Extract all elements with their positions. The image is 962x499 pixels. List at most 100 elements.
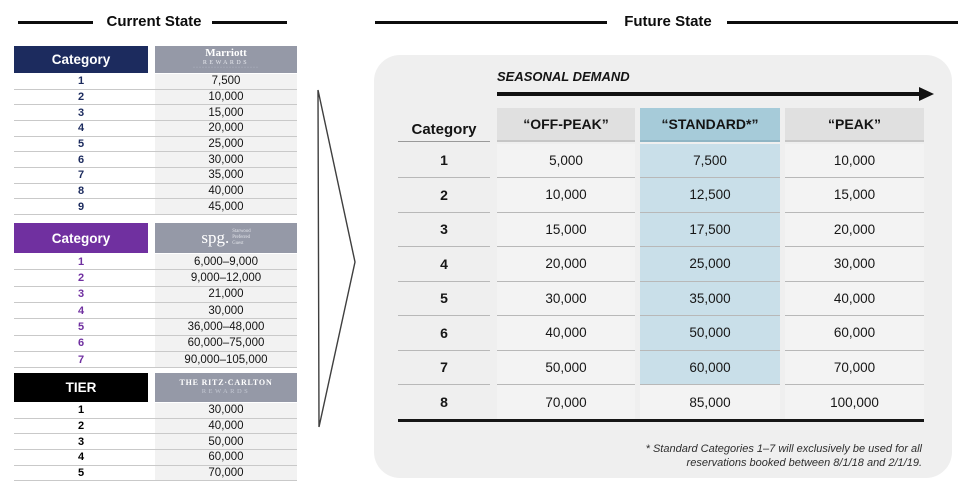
ritz-row-4: 4 60,000 [14,450,297,466]
future-row-6-peak: 60,000 [785,316,924,351]
spg-stack-line: Preferred [232,235,251,241]
ritz-row-5: 5 70,000 [14,466,297,482]
future-row-1-category: 1 [398,144,490,178]
spg-row-3: 3 21,000 [14,287,297,303]
marriott-row-2-points: 10,000 [208,90,244,103]
future-row-1-standard: 7,500 [640,143,780,178]
ritz-row-1: 1 30,000 [14,403,297,419]
ritz-row-1-points: 30,000 [208,404,244,417]
marriott-row-7-number: 7 [77,169,85,182]
future-row-7-standard: 60,000 [640,350,780,385]
marriott-row-5-number: 5 [77,138,85,150]
spg-row-6-points: 60,000–75,000 [187,337,265,350]
ritz-table: TIER THE RITZ·CARLTON REWARDS 1 30,000 2 40,00… [14,373,297,483]
footnote-line-1: * Standard Categories 1–7 will exclusive… [645,443,922,455]
spg-row-2-points: 9,000–12,000 [190,271,262,284]
future-row-6-standard: 50,000 [640,316,780,351]
ritz-row-5-points: 70,000 [208,467,244,479]
current-title-left-line [18,21,93,24]
spg-stack-text: Starwood Preferred Guest [232,229,250,246]
ritz-row-2-points: 40,000 [208,419,244,432]
marriott-rewards-logo: Marriott REWARDS ······················ [155,46,297,73]
future-row-1-off-peak: 5,000 [497,143,635,178]
marriott-row-2-number: 2 [77,90,85,103]
spg-starwood-preferred-guest-logo: spg. Starwood Preferred Guest [155,223,297,253]
marriott-row-1: 1 7,500 [14,74,297,90]
future-row-3-off-peak: 15,000 [497,212,635,247]
spg-row-7: 7 90,000–105,000 [14,352,297,369]
ritz-row-2: 2 40,000 [14,419,297,435]
marriott-dots-rule: ······················ [193,65,259,72]
marriott-row-5: 5 25,000 [14,137,297,153]
ritz-row-3: 3 50,000 [14,434,297,450]
future-row-7-off-peak: 50,000 [497,350,635,385]
marriott-row-6: 6 30,000 [14,152,297,168]
seasonal-demand-arrow [497,92,921,96]
marriott-row-9-points: 45,000 [208,200,244,213]
marriott-value-column-bg [155,74,297,216]
spg-value-column-bg [155,254,297,369]
marriott-row-1-number: 1 [77,75,85,88]
spg-row-2-number: 2 [77,271,85,284]
future-row-6-category: 6 [398,316,490,351]
marriott-row-3-number: 3 [77,106,85,119]
future-row-8-peak: 100,000 [785,385,924,420]
future-row-8-category: 8 [440,394,448,411]
marriott-row-7: 7 35,000 [14,168,297,184]
marriott-row-4-number: 4 [77,122,85,135]
future-row-2-off-peak: 10,000 [497,178,635,213]
marriott-row-4-points: 20,000 [208,122,244,135]
marriott-row-9: 9 45,000 [14,199,297,216]
spg-row-3-number: 3 [77,288,85,301]
marriott-row-8-number: 8 [77,185,85,198]
marriott-row-8: 8 40,000 [14,184,297,200]
ritz-carlton-wordmark: THE RITZ·CARLTON [179,378,273,388]
spg-row-6-number: 6 [77,337,85,350]
spg-row-5: 5 36,000–48,000 [14,319,297,336]
future-row-5-peak: 40,000 [785,281,924,316]
spg-row-5-points: 36,000–48,000 [187,320,265,333]
future-column-header-category: Category [398,108,490,142]
spg-row-6: 6 60,000–75,000 [14,336,297,352]
transition-right-arrow-icon [317,89,356,428]
future-title-right-line [727,21,958,24]
marriott-row-6-number: 6 [77,153,85,166]
marriott-wordmark: Marriott [205,47,247,60]
spg-category-header: Category [14,223,148,253]
marriott-row-7-points: 35,000 [208,169,244,182]
spg-row-3-points: 21,000 [208,288,244,301]
spg-row-4: 4 30,000 [14,303,297,320]
spg-row-1-points: 6,000–9,000 [194,255,258,268]
standard-footnote: * Standard Categories 1–7 will exclusive… [492,442,922,471]
future-row-8-standard: 85,000 [640,385,780,420]
marriott-row-3-points: 15,000 [208,106,244,119]
marriott-rewards-logo: Marriott REWARDS ······················ [193,48,259,71]
ritz-row-1-number: 1 [77,404,85,417]
future-row-4-peak: 30,000 [785,247,924,282]
future-column-header-peak: “PEAK” [785,108,924,142]
future-title-left-line [375,21,607,24]
future-row-7-category: 7 [398,351,490,385]
marriott-row-3: 3 15,000 [14,105,297,121]
future-table-bottom-line [398,419,924,422]
spg-row-1-number: 1 [77,255,85,268]
marriott-row-5-points: 25,000 [208,138,244,150]
future-row-5-standard: 35,000 [640,281,780,316]
marriott-row-4: 4 20,000 [14,121,297,137]
future-row-2-category: 2 [398,178,490,213]
future-row-3-category: 3 [398,213,490,247]
future-row-2-standard: 12,500 [640,178,780,213]
future-column-header-off-peak: “OFF-PEAK” [497,108,635,142]
spg-table: Category spg. Starwood Preferred Guest 1 6,000… [14,223,297,370]
future-row-6-off-peak: 40,000 [497,316,635,351]
future-row-3-peak: 20,000 [785,212,924,247]
ritz-row-2-number: 2 [77,419,85,432]
future-row-8-off-peak: 70,000 [497,385,635,420]
marriott-row-2: 2 10,000 [14,90,297,106]
future-state-title: Future State [624,13,712,30]
spg-stack-line: Guest [232,240,244,246]
ritz-row-3-number: 3 [77,435,85,448]
spg-row-4-points: 30,000 [208,304,244,317]
future-row-4-standard: 25,000 [640,247,780,282]
future-column-header-standard: “STANDARD*” [640,108,780,142]
